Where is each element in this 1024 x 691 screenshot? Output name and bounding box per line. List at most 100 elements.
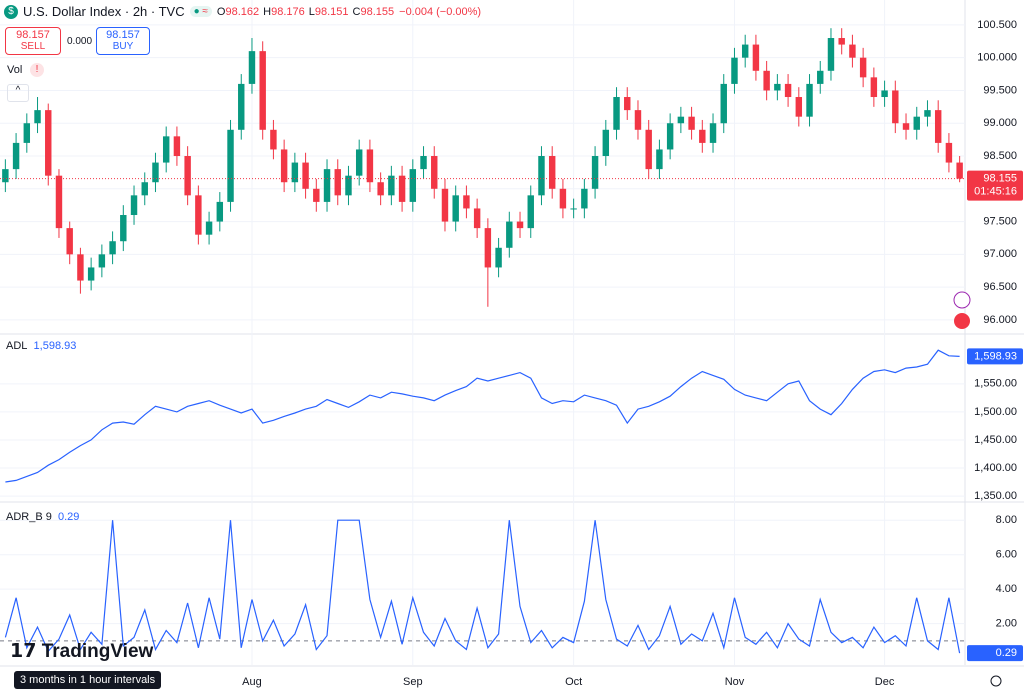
candle-body	[784, 83, 792, 98]
candle-body	[45, 110, 52, 176]
candle-body	[570, 208, 577, 210]
logo-text: TradingView	[41, 641, 154, 662]
adl-legend: ADL 1,598.93	[6, 340, 76, 352]
status-icons: ● ≈	[189, 6, 212, 17]
candle-body	[109, 241, 116, 255]
y-tick-label: 8.00	[996, 514, 1017, 526]
candle-body	[184, 156, 191, 196]
symbol-icon: $	[4, 4, 18, 19]
candle-body	[634, 110, 642, 130]
candle-body	[827, 38, 835, 71]
candle-body	[130, 195, 138, 216]
sell-button[interactable]: 98.157 SELL	[5, 27, 61, 55]
candle-body	[677, 116, 685, 124]
series-line	[4, 519, 961, 654]
candle-body	[913, 116, 920, 130]
ohlc: O98.162 H98.176 L98.151 C98.155	[217, 6, 394, 18]
warning-icon[interactable]: !	[30, 63, 44, 77]
candle-body	[334, 169, 341, 196]
candle-body	[98, 254, 106, 268]
y-tick-label: 100.000	[977, 52, 1017, 64]
last-value-label: 0.29	[996, 647, 1017, 659]
ohlc-item: O98.162	[217, 6, 259, 18]
candle-body	[763, 70, 770, 91]
candle-body	[548, 156, 556, 189]
series-line	[5, 349, 960, 483]
candle-body	[366, 149, 374, 183]
y-tick-label: 96.000	[983, 314, 1017, 326]
candle-body	[645, 129, 652, 170]
candle-body	[613, 97, 620, 130]
y-tick-label: 99.000	[983, 117, 1017, 129]
sell-label: SELL	[20, 41, 46, 52]
adl-value: 1,598.93	[33, 340, 77, 352]
candle-body	[473, 208, 481, 229]
candle-body	[902, 123, 910, 130]
candle-body	[495, 247, 502, 268]
candle-body	[12, 142, 20, 170]
candle-body	[849, 44, 856, 58]
candle-body	[205, 221, 213, 235]
candle-body	[291, 162, 299, 183]
y-tick-label: 99.500	[983, 84, 1017, 96]
candle-body	[377, 182, 384, 196]
candle-body	[34, 110, 41, 124]
candle-body	[77, 254, 84, 281]
collapse-button[interactable]: ^	[7, 84, 29, 102]
ohlc-value: 98.155	[360, 5, 395, 18]
y-tick-label: 4.00	[996, 583, 1017, 595]
y-tick-label: 2.00	[996, 618, 1017, 630]
candle-body	[506, 221, 513, 248]
candle-body	[870, 77, 878, 98]
candle-body	[302, 162, 309, 189]
candle-body	[409, 169, 417, 202]
candle-body	[741, 44, 749, 58]
candle-body	[581, 188, 588, 209]
y-tick-label: 1,400.00	[974, 462, 1017, 474]
x-tick-label: Sep	[403, 676, 423, 688]
candle-body	[23, 123, 31, 143]
ohlc-label: H	[263, 5, 272, 18]
adr-legend: ADR_B 9 0.29	[6, 511, 79, 523]
candle-body	[591, 156, 599, 189]
candle-body	[238, 83, 245, 130]
candle-body	[806, 83, 813, 117]
y-tick-label: 98.500	[983, 150, 1017, 162]
spread: 0.000	[67, 36, 93, 47]
candle-body	[484, 228, 492, 268]
ohlc-item: L98.151	[309, 6, 349, 18]
candle-body	[227, 129, 234, 202]
candle-body	[280, 149, 288, 183]
candle-body	[398, 175, 406, 202]
logo: 𝟭𝟳 TradingView	[10, 640, 153, 663]
candle-body	[452, 195, 459, 222]
candle-body	[248, 51, 256, 84]
candle-body	[859, 57, 867, 78]
candle-body	[699, 129, 706, 143]
candle-body	[666, 123, 674, 150]
ohlc-value: 98.162	[225, 5, 260, 18]
sell-price: 98.157	[16, 29, 50, 41]
candle-body	[388, 175, 395, 196]
candle-body	[55, 175, 63, 229]
last-price-box	[967, 170, 1023, 201]
candle-body	[945, 142, 953, 163]
y-tick-label: 1,450.00	[974, 434, 1017, 446]
candle-body	[720, 83, 727, 124]
volume-label: Vol	[7, 64, 23, 76]
y-tick-label: 97.500	[983, 215, 1017, 227]
candle-body	[173, 136, 181, 157]
buy-button[interactable]: 98.157 BUY	[96, 27, 150, 55]
ohlc-value: 98.151	[314, 5, 349, 18]
candle-body	[774, 83, 781, 91]
logo-mark: 𝟭𝟳	[10, 641, 42, 662]
alert-icon[interactable]	[953, 291, 971, 309]
ohlc-label: L	[308, 5, 315, 18]
candle-body	[924, 110, 931, 117]
candle-body	[441, 188, 449, 222]
footer-range[interactable]: 3 months in 1 hour intervals	[14, 671, 162, 689]
candle-body	[688, 116, 695, 130]
candle-body	[152, 162, 159, 183]
candle-body	[162, 136, 170, 163]
